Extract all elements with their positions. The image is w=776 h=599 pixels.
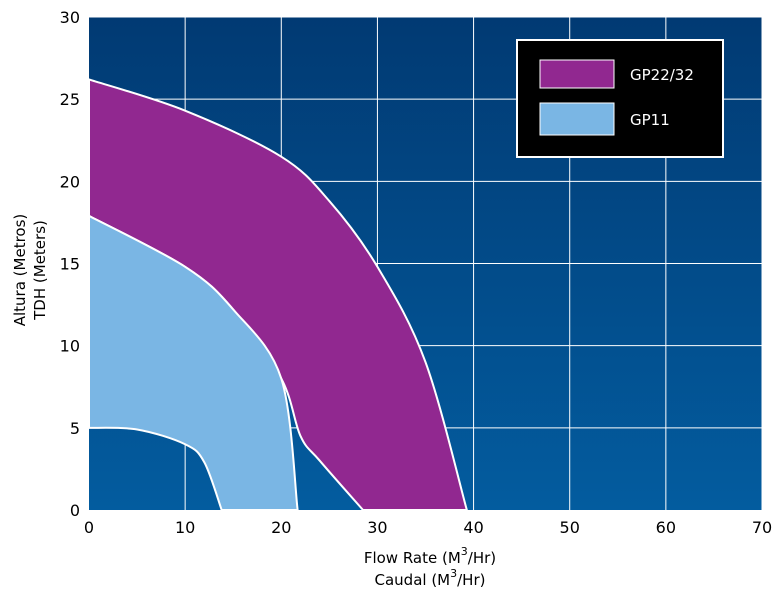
legend-box <box>516 39 724 158</box>
legend-swatch-gp11 <box>539 102 615 136</box>
y-axis-label-line2: TDH (Meters) <box>31 220 49 321</box>
x-tick-label: 0 <box>84 518 94 537</box>
y-tick-label: 25 <box>60 90 80 109</box>
y-tick-label: 15 <box>60 255 80 274</box>
x-tick-label: 20 <box>271 518 291 537</box>
y-tick-label: 0 <box>70 501 80 520</box>
legend: GP22/32 GP11 <box>516 39 724 158</box>
y-tick-label: 5 <box>70 419 80 438</box>
y-tick-label: 20 <box>60 172 80 191</box>
legend-label-gp11: GP11 <box>630 111 670 129</box>
y-tick-label: 30 <box>60 8 80 27</box>
y-axis-label-line1: Altura (Metros) <box>11 214 29 327</box>
x-tick-label: 50 <box>560 518 580 537</box>
series-bands <box>88 78 469 511</box>
legend-swatch-gp22-32 <box>539 59 615 89</box>
x-tick-label: 30 <box>367 518 387 537</box>
x-axis-label-line1: Flow Rate (M3/Hr) <box>364 545 496 567</box>
legend-label-gp22-32: GP22/32 <box>630 66 694 84</box>
tick-labels: 0 10 20 30 40 50 60 70 0 5 10 15 20 25 30 <box>60 8 773 537</box>
y-tick-label: 10 <box>60 337 80 356</box>
x-tick-label: 70 <box>752 518 772 537</box>
series-band-gp11 <box>88 214 299 511</box>
x-tick-label: 60 <box>656 518 676 537</box>
x-tick-label: 40 <box>463 518 483 537</box>
x-axis-label-line2: Caudal (M3/Hr) <box>375 567 486 589</box>
x-tick-label: 10 <box>175 518 195 537</box>
